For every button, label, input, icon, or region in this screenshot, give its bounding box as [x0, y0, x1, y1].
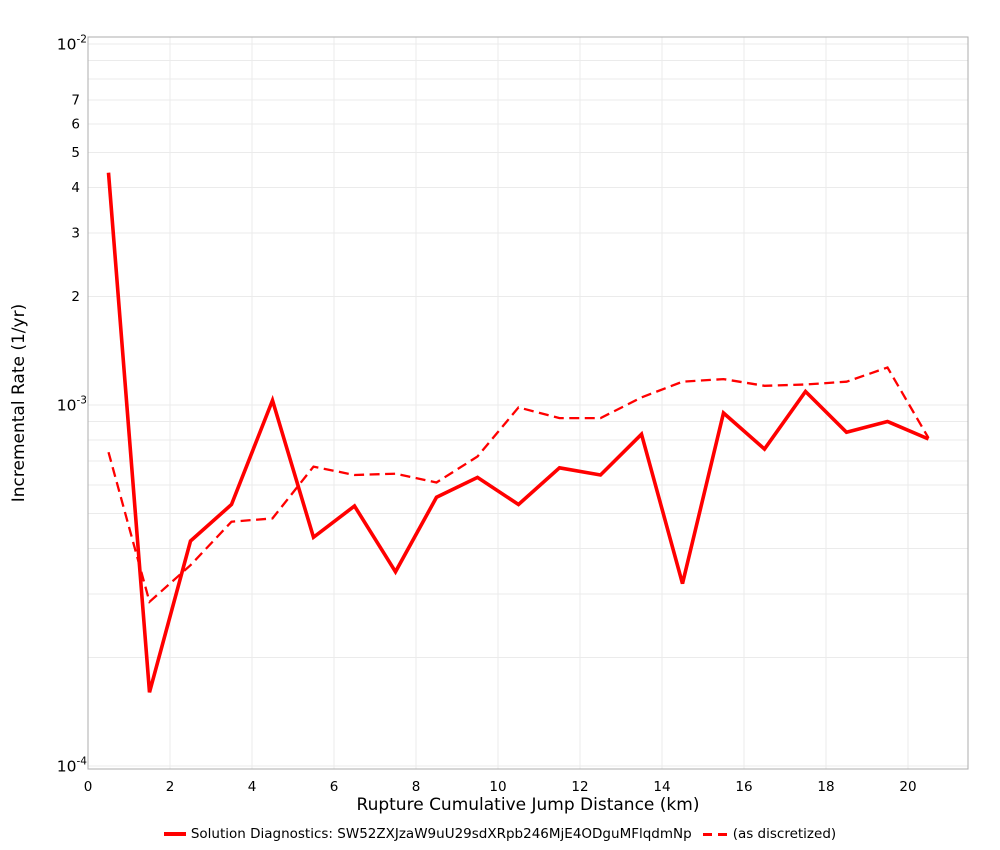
- y-decade-label: 10-2: [57, 34, 87, 54]
- x-tick-label: 6: [330, 779, 339, 795]
- x-tick-label: 10: [489, 779, 506, 795]
- series-line-as-discretized: [107, 366, 930, 604]
- x-tick-label: 18: [817, 779, 834, 795]
- legend-swatch-solid-line: [163, 832, 186, 836]
- legend-label-as-discretized: (as discretized): [732, 826, 837, 842]
- x-tick-label: 16: [735, 779, 752, 795]
- y-tick-label: 3: [71, 225, 80, 241]
- y-tick-label: 7: [71, 92, 80, 108]
- y-decade-label: 10-3: [57, 395, 87, 415]
- legend-label-solution-diagnostics: Solution Diagnostics: SW52ZXJzaW9uU29sdX…: [190, 826, 692, 842]
- legend: Solution Diagnostics: SW52ZXJzaW9uU29sdX…: [0, 826, 1000, 842]
- plot-border: [87, 36, 969, 770]
- x-tick-label: 4: [248, 779, 257, 795]
- x-axis-title: Rupture Cumulative Jump Distance (km): [356, 795, 700, 815]
- series-line-solution-diagnostics: [106, 172, 930, 693]
- x-tick-label: 12: [571, 779, 588, 795]
- x-tick-label: 0: [84, 779, 93, 795]
- x-tick-label: 8: [412, 779, 421, 795]
- x-tick-label: 2: [166, 779, 175, 795]
- y-axis-title: Incremental Rate (1/yr): [9, 303, 29, 503]
- y-tick-label: 4: [71, 180, 80, 196]
- y-tick-label: 2: [71, 289, 80, 305]
- y-tick-label: 5: [71, 145, 80, 161]
- x-tick-label: 14: [653, 779, 670, 795]
- x-tick-label: 20: [899, 779, 916, 795]
- y-decade-label: 10-4: [57, 756, 88, 776]
- legend-swatch-dashed-line: [702, 832, 728, 836]
- y-tick-label: 6: [71, 117, 80, 133]
